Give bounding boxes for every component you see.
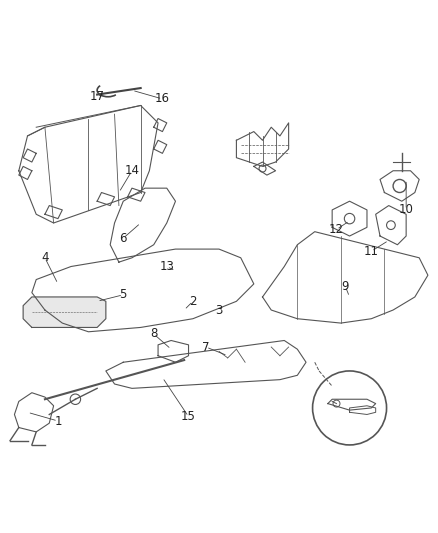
Text: 6: 6 — [120, 232, 127, 245]
Text: 7: 7 — [202, 341, 210, 353]
Text: 4: 4 — [41, 251, 49, 264]
Text: 3: 3 — [215, 303, 223, 317]
Text: 17: 17 — [90, 90, 105, 103]
Text: 9: 9 — [342, 280, 349, 293]
Text: 5: 5 — [120, 288, 127, 301]
Text: 15: 15 — [181, 410, 196, 423]
Text: 2: 2 — [189, 295, 197, 308]
Text: 13: 13 — [159, 260, 174, 273]
Text: 1: 1 — [54, 415, 62, 427]
Text: 8: 8 — [150, 327, 157, 341]
Text: 10: 10 — [399, 204, 413, 216]
Text: 14: 14 — [124, 164, 139, 177]
Polygon shape — [23, 297, 106, 327]
Text: 16: 16 — [155, 92, 170, 106]
Text: 11: 11 — [364, 245, 379, 258]
Text: 12: 12 — [329, 223, 344, 236]
